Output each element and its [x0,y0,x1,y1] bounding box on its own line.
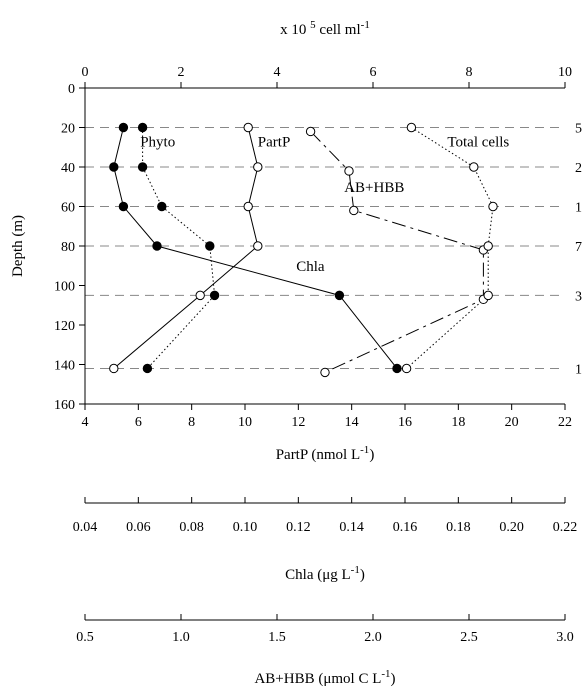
chla-label: Chla [296,259,325,275]
abhbb-axis-title: AB+HBB (μmol C L-1) [254,668,395,687]
total-cells-label: Total cells [447,134,509,150]
series-1-point [138,123,146,131]
total-cells-point [470,163,478,171]
ab-hbb-line [311,131,484,372]
right-edge-label: 5 [575,122,582,137]
series-lines [114,128,493,373]
top-tick-label: 6 [370,65,377,80]
right-edge-label: 3 [575,289,582,304]
right-edge-label: 1 [575,201,582,216]
depth-tick-label: 140 [54,359,75,374]
partp-tick-label: 10 [238,415,252,430]
depth-tick-label: 40 [61,161,75,176]
series-1-point [210,291,218,299]
chla-tick-label: 0.08 [179,520,204,535]
depth-axis: 0 20 40 60 80 100 120 140 160 Depth (m) [10,82,85,413]
total-cells-point [407,123,415,131]
chla-tick-label: 0.12 [286,520,311,535]
partp-point [254,242,262,250]
chla-tick-label: 0.16 [393,520,418,535]
chla-tick-label: 0.06 [126,520,151,535]
partp-point [254,163,262,171]
chla-tick-label: 0.22 [553,520,578,535]
ab-hbb-point [321,368,329,376]
top-axis-title: x 10 5 cell ml-1 [280,19,370,38]
partp-tick-label: 12 [291,415,305,430]
chla-tick-label: 0.14 [339,520,364,535]
abhbb-tick-label: 2.5 [460,630,478,645]
abhbb-tick-label: 3.0 [556,630,574,645]
chla-tick-label: 0.04 [73,520,98,535]
phyto-label: Phyto [140,134,175,150]
partp-tick-label: 8 [188,415,195,430]
total-cells-point [402,364,410,372]
partp-tick-label: 18 [451,415,465,430]
series-1-point [138,163,146,171]
chla-tick-label: 0.18 [446,520,471,535]
series-1-point [158,202,166,210]
partp-tick-label: 4 [82,415,89,430]
depth-tick-label: 80 [61,240,75,255]
chla-tick-label: 0.10 [233,520,258,535]
abhbb-tick-label: 0.5 [76,630,94,645]
phyto-point [335,291,343,299]
series-markers [110,123,498,376]
partp-tick-label: 20 [505,415,519,430]
total-cells-point [484,291,492,299]
top-tick-label: 4 [274,65,281,80]
series-1-point [143,364,151,372]
right-edge-label: 7 [575,240,582,255]
chla-axis-title: Chla (μg L-1) [285,564,365,583]
abhbb-axis: 0.5 1.0 1.5 2.0 2.5 3.0 AB+HBB (μmol C L-1) [76,614,574,687]
phyto-point [119,202,127,210]
partp-point [244,202,252,210]
chla-axis: 0.04 0.06 0.08 0.10 0.12 0.14 0.16 0.18 0.20 0.22… [73,497,578,583]
series-1-point [206,242,214,250]
phyto-point [110,163,118,171]
top-axis: 0 2 4 6 8 10 x 10 5 cell ml-1 [82,19,573,88]
top-tick-label: 0 [82,65,89,80]
partp-tick-label: 6 [135,415,142,430]
right-edge-labels: 5 2 1 7 3 1 [575,122,582,378]
abhbb-tick-label: 1.0 [172,630,190,645]
chla-tick-label: 0.20 [499,520,524,535]
abhbb-tick-label: 2.0 [364,630,382,645]
partp-tick-label: 16 [398,415,412,430]
depth-tick-label: 60 [61,201,75,216]
partp-point [244,123,252,131]
partp-axis-title: PartP (nmol L-1) [276,444,375,463]
partp-label: PartP [258,134,291,150]
total-cells-point [489,202,497,210]
top-tick-label: 2 [178,65,185,80]
partp-point [196,291,204,299]
partp-tick-label: 22 [558,415,572,430]
partp-tick-label: 14 [345,415,359,430]
depth-tick-label: 20 [61,122,75,137]
ab-hbb-label: AB+HBB [344,180,404,196]
right-edge-label: 2 [575,161,582,176]
ab-hbb-point [345,167,353,175]
top-tick-label: 8 [466,65,473,80]
depth-axis-title: Depth (m) [10,215,26,277]
ab-hbb-point [350,206,358,214]
phyto-point [393,364,401,372]
right-edge-label: 1 [575,362,582,377]
partp-line [114,128,258,369]
series-labels: Phyto PartP AB+HBB Total cells Chla [140,134,509,274]
top-tick-label: 10 [558,65,572,80]
abhbb-tick-label: 1.5 [268,630,286,645]
partp-axis: 4 6 8 10 12 14 16 18 20 22 PartP (nmol L-1) [82,404,573,463]
phyto-point [153,242,161,250]
depth-tick-label: 160 [54,398,75,413]
depth-tick-label: 100 [54,280,75,295]
partp-point [110,364,118,372]
depth-tick-label: 0 [68,82,75,97]
depth-tick-label: 120 [54,319,75,334]
ab-hbb-point [306,127,314,135]
total-cells-point [484,242,492,250]
phyto-point [119,123,127,131]
